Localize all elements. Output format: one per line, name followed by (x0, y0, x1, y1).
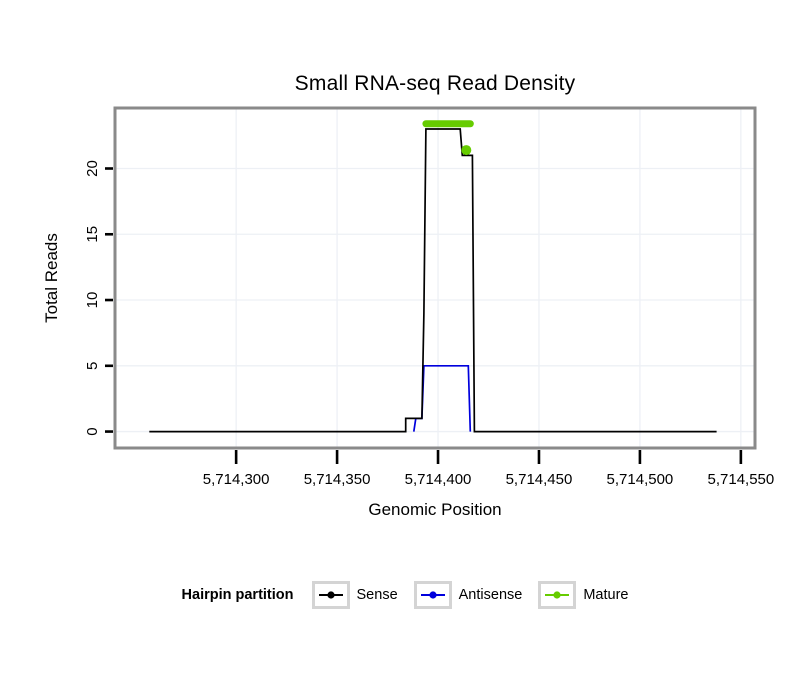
y-tick-label: 5 (84, 362, 101, 370)
legend-title: Hairpin partition (181, 587, 294, 603)
x-tick-label: 5,714,500 (607, 471, 674, 488)
x-tick-label: 5,714,400 (405, 471, 472, 488)
legend-key-box (413, 581, 452, 609)
panel-border (113, 106, 757, 450)
legend-key-antisense-icon (420, 591, 445, 599)
legend-item-label: Sense (356, 587, 398, 603)
legend: Hairpin partition Sense Antisense Mature (0, 581, 810, 609)
legend-item-label: Antisense (458, 587, 523, 603)
legend-item-label: Mature (583, 587, 629, 603)
x-axis-label: Genomic Position (368, 500, 502, 519)
series-sense-line (149, 128, 717, 433)
legend-entries: Sense Antisense Mature (311, 581, 628, 609)
legend-item: Antisense (413, 581, 523, 609)
y-tick-label: 10 (84, 292, 101, 309)
legend-key-sense-icon (318, 591, 343, 599)
y-tick-label: 0 (84, 427, 101, 435)
x-tick-label: 5,714,300 (203, 471, 270, 488)
x-tick-label: 5,714,550 (708, 471, 775, 488)
legend-key-box (538, 581, 577, 609)
y-tick-label: 20 (84, 160, 101, 177)
series-mature-point (461, 145, 472, 156)
legend-item: Sense (311, 581, 398, 609)
plot-panel (115, 108, 755, 448)
legend-key-mature-icon (545, 591, 570, 599)
chart-title: Small RNA-seq Read Density (294, 72, 576, 95)
legend-item: Mature (538, 581, 628, 609)
y-tick-label: 15 (84, 226, 101, 243)
legend-key-box (311, 581, 350, 609)
x-tick-label: 5,714,350 (304, 471, 371, 488)
x-tick-label: 5,714,450 (506, 471, 573, 488)
